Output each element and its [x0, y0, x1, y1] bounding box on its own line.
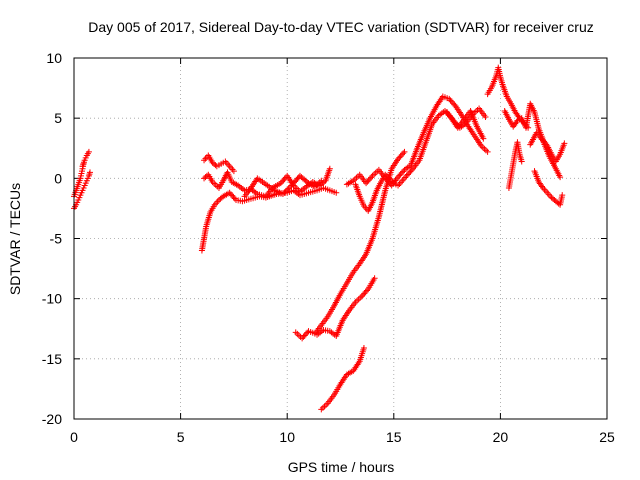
tick-layer: 0 5 10 15 20 25 -20 -15 -10 -5 0 5 10	[42, 50, 615, 445]
data-point	[368, 174, 375, 181]
data-point	[227, 191, 234, 198]
x-tick-label: 0	[70, 429, 78, 445]
data-point	[480, 135, 487, 142]
data-point	[360, 345, 367, 352]
data-point	[285, 185, 292, 192]
x-tick-label: 15	[386, 429, 402, 445]
data-point	[85, 148, 92, 155]
data-point	[450, 117, 457, 124]
data-point	[518, 158, 525, 165]
data-point	[280, 177, 287, 184]
data-point	[277, 180, 284, 187]
data-point	[384, 178, 391, 185]
data-point	[229, 192, 236, 199]
data-point	[231, 195, 238, 202]
data-point	[304, 329, 311, 336]
x-tick-label: 10	[279, 429, 295, 445]
data-point	[230, 194, 237, 201]
data-point	[365, 177, 372, 184]
data-point	[400, 150, 407, 157]
data-point	[333, 189, 340, 196]
data-point	[453, 120, 460, 127]
data-point	[448, 98, 455, 105]
data-point	[361, 290, 368, 297]
data-point	[363, 180, 370, 187]
data-point	[450, 100, 457, 107]
x-tick-label: 25	[599, 429, 615, 445]
data-point	[318, 177, 325, 184]
data-point	[403, 172, 410, 179]
x-axis-label: GPS time / hours	[288, 459, 395, 475]
data-point	[395, 174, 402, 181]
data-point	[397, 171, 404, 178]
y-tick-label: -15	[42, 351, 62, 367]
data-point	[557, 174, 564, 181]
data-point	[559, 192, 566, 199]
data-point	[446, 95, 453, 102]
data-point	[218, 194, 225, 201]
data-point	[282, 188, 289, 195]
data-point	[364, 178, 371, 185]
data-point	[396, 154, 403, 161]
data-point	[408, 167, 415, 174]
data-point	[398, 151, 405, 158]
data-point	[395, 156, 402, 163]
data-point	[279, 190, 286, 197]
data-point	[401, 148, 408, 155]
data-point	[386, 179, 393, 186]
data-point	[226, 189, 233, 196]
data-point	[86, 169, 93, 176]
data-point	[371, 275, 378, 282]
data-layer	[71, 64, 568, 413]
data-point	[363, 287, 370, 294]
data-point	[299, 335, 306, 342]
data-point	[400, 168, 407, 175]
data-point	[484, 148, 491, 155]
y-tick-label: 0	[54, 170, 62, 186]
data-point	[383, 176, 390, 183]
data-point	[397, 153, 404, 160]
data-point	[451, 119, 458, 126]
y-tick-label: 5	[54, 110, 62, 126]
x-tick-label: 5	[177, 429, 185, 445]
data-point	[396, 172, 403, 179]
data-point	[302, 331, 309, 338]
data-point	[362, 288, 369, 295]
data-point	[447, 97, 454, 104]
data-point	[358, 293, 365, 300]
data-point	[326, 165, 333, 172]
y-tick-label: 10	[46, 50, 62, 66]
data-point	[366, 175, 373, 182]
y-tick-label: -10	[42, 291, 62, 307]
data-point	[300, 333, 307, 340]
y-axis-label: SDTVAR / TECUs	[7, 183, 23, 295]
data-point	[360, 291, 367, 298]
data-point	[230, 168, 237, 175]
data-point	[382, 175, 389, 182]
data-point	[301, 332, 308, 339]
plot-frame	[73, 57, 608, 420]
y-tick-label: -20	[42, 411, 62, 427]
data-point	[398, 169, 405, 176]
data-point	[287, 183, 294, 190]
data-point	[561, 140, 568, 147]
y-tick-label: -5	[50, 231, 63, 247]
data-point	[404, 171, 411, 178]
data-point	[482, 113, 489, 120]
chart-title: Day 005 of 2017, Sidereal Day-to-day VTE…	[88, 19, 594, 35]
data-point	[406, 170, 413, 177]
x-tick-label: 20	[493, 429, 509, 445]
data-point	[451, 101, 458, 108]
data-point	[304, 178, 311, 185]
data-point	[281, 189, 288, 196]
data-point	[279, 178, 286, 185]
data-point	[454, 121, 461, 128]
data-point	[407, 168, 414, 175]
data-point	[284, 186, 291, 193]
